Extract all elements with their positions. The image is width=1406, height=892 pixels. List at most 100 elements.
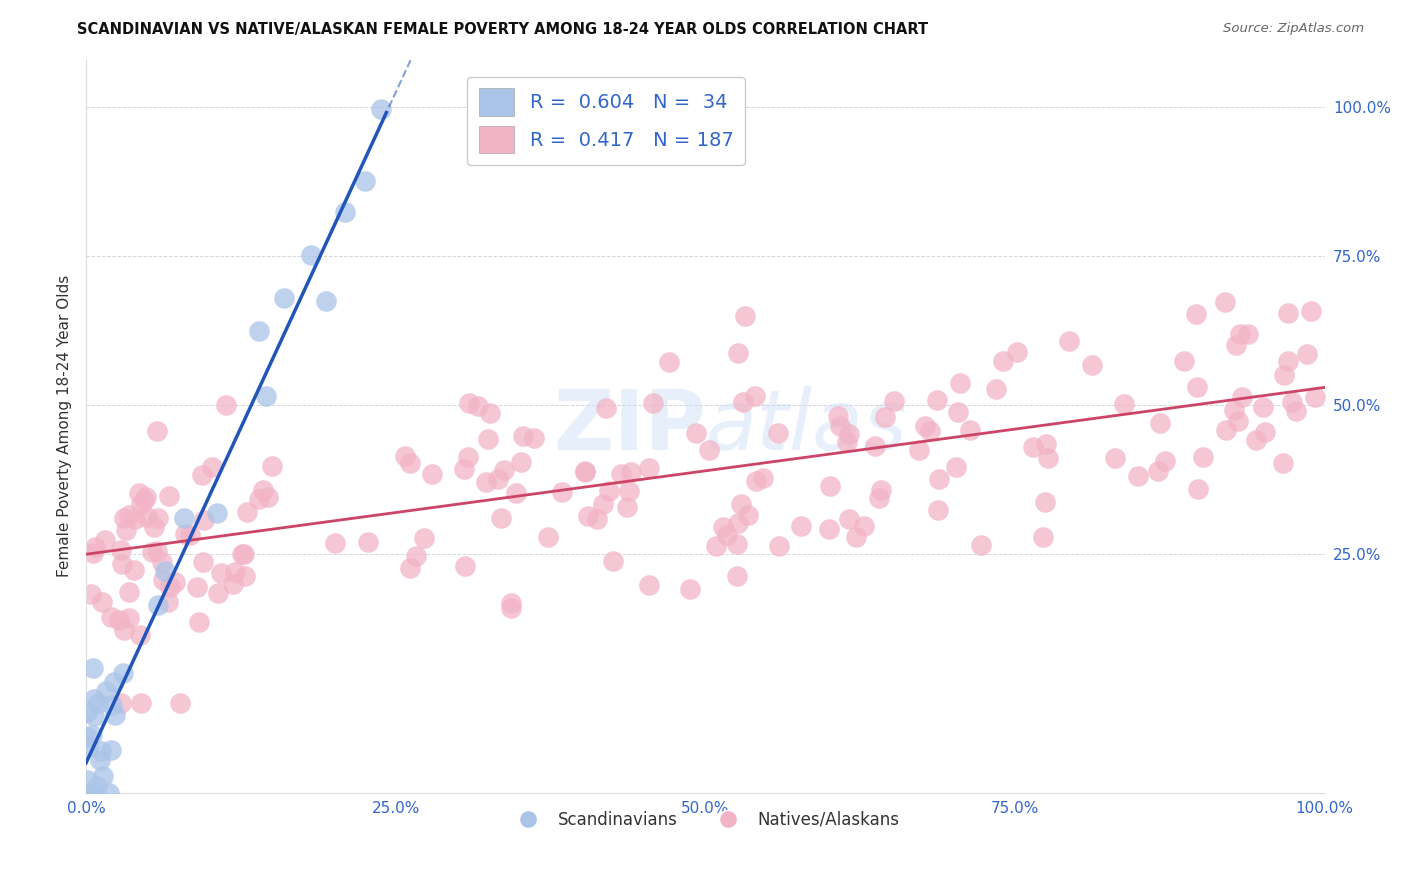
Point bbox=[236, 505, 259, 519]
Point bbox=[111, 557, 134, 571]
Point bbox=[112, 511, 135, 525]
Y-axis label: Female Poverty Among 18-24 Year Olds: Female Poverty Among 18-24 Year Olds bbox=[58, 275, 72, 577]
Point bbox=[91, 769, 114, 783]
Point bbox=[273, 291, 295, 305]
Point bbox=[727, 516, 749, 530]
Point bbox=[215, 398, 238, 412]
Point bbox=[136, 510, 159, 524]
Point bbox=[1296, 346, 1319, 360]
Point bbox=[100, 698, 122, 712]
Point bbox=[104, 707, 127, 722]
Point bbox=[727, 346, 749, 360]
Point bbox=[467, 399, 489, 413]
Point bbox=[233, 568, 256, 582]
Point bbox=[697, 443, 720, 458]
Point bbox=[143, 520, 166, 534]
Point bbox=[249, 324, 271, 338]
Point bbox=[1187, 482, 1209, 496]
Point bbox=[574, 464, 596, 478]
Point bbox=[602, 554, 624, 568]
Point bbox=[768, 539, 790, 553]
Point bbox=[77, 739, 100, 754]
Point bbox=[420, 467, 443, 481]
Point bbox=[752, 471, 775, 485]
Point bbox=[458, 395, 481, 409]
Point bbox=[146, 599, 169, 613]
Point bbox=[118, 610, 141, 624]
Point bbox=[1215, 423, 1237, 437]
Point bbox=[1185, 379, 1208, 393]
Point bbox=[1277, 306, 1299, 320]
Point bbox=[1005, 344, 1028, 359]
Point bbox=[818, 479, 841, 493]
Point bbox=[551, 484, 574, 499]
Point bbox=[510, 455, 533, 469]
Point bbox=[453, 558, 475, 573]
Legend: Scandinavians, Natives/Alaskans: Scandinavians, Natives/Alaskans bbox=[505, 805, 907, 836]
Point bbox=[733, 395, 755, 409]
Point bbox=[76, 772, 98, 787]
Point bbox=[845, 530, 868, 544]
Point bbox=[257, 490, 280, 504]
Point bbox=[838, 512, 860, 526]
Point bbox=[1285, 404, 1308, 418]
Point bbox=[112, 623, 135, 637]
Point bbox=[1059, 334, 1081, 348]
Point bbox=[186, 580, 208, 594]
Point bbox=[146, 511, 169, 525]
Point bbox=[725, 569, 748, 583]
Point bbox=[620, 465, 643, 479]
Point bbox=[505, 485, 527, 500]
Point bbox=[1126, 469, 1149, 483]
Point bbox=[94, 684, 117, 698]
Point bbox=[1149, 417, 1171, 431]
Point bbox=[169, 696, 191, 710]
Point bbox=[711, 520, 734, 534]
Point bbox=[394, 449, 416, 463]
Point bbox=[299, 248, 322, 262]
Point bbox=[399, 456, 422, 470]
Point bbox=[1251, 400, 1274, 414]
Point bbox=[83, 708, 105, 723]
Point bbox=[838, 426, 860, 441]
Point bbox=[207, 585, 229, 599]
Text: atlas: atlas bbox=[706, 385, 907, 467]
Point bbox=[616, 500, 638, 515]
Point bbox=[1038, 450, 1060, 465]
Point bbox=[619, 483, 641, 498]
Point bbox=[704, 539, 727, 553]
Point bbox=[1281, 395, 1303, 409]
Point bbox=[830, 419, 852, 434]
Point bbox=[1223, 403, 1246, 417]
Point bbox=[1277, 353, 1299, 368]
Point bbox=[315, 294, 337, 309]
Text: ZIP: ZIP bbox=[553, 385, 706, 467]
Point bbox=[94, 533, 117, 548]
Point bbox=[98, 786, 121, 800]
Point bbox=[152, 573, 174, 587]
Point bbox=[835, 435, 858, 450]
Point bbox=[110, 696, 132, 710]
Point bbox=[1035, 436, 1057, 450]
Point bbox=[146, 425, 169, 439]
Point bbox=[598, 483, 620, 498]
Point bbox=[737, 508, 759, 522]
Point bbox=[150, 556, 173, 570]
Point bbox=[83, 692, 105, 706]
Point bbox=[592, 497, 614, 511]
Point bbox=[84, 540, 107, 554]
Point bbox=[1114, 397, 1136, 411]
Point bbox=[1230, 390, 1253, 404]
Point bbox=[574, 465, 596, 479]
Point bbox=[959, 424, 981, 438]
Point bbox=[914, 419, 936, 434]
Point bbox=[637, 577, 659, 591]
Point bbox=[83, 786, 105, 800]
Point bbox=[193, 555, 215, 569]
Point bbox=[725, 537, 748, 551]
Point bbox=[501, 596, 523, 610]
Point bbox=[128, 485, 150, 500]
Point bbox=[730, 497, 752, 511]
Point bbox=[205, 506, 228, 520]
Point bbox=[1254, 425, 1277, 439]
